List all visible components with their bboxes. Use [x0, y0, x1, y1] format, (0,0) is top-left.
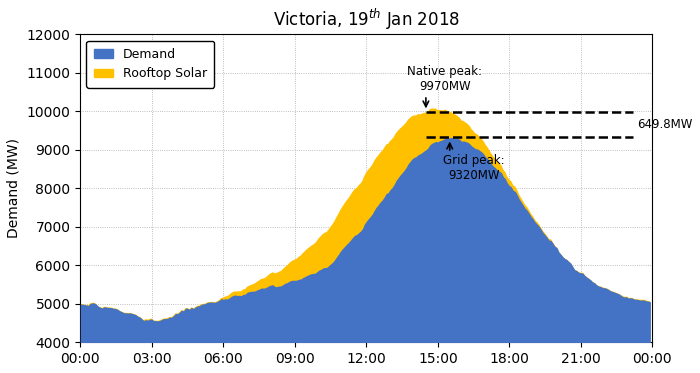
Legend: Demand, Rooftop Solar: Demand, Rooftop Solar [87, 41, 214, 88]
Text: 649.8MW: 649.8MW [637, 119, 692, 131]
Text: Grid peak:
9320MW: Grid peak: 9320MW [443, 154, 505, 182]
Title: Victoria, 19$^{th}$ Jan 2018: Victoria, 19$^{th}$ Jan 2018 [273, 7, 460, 32]
Y-axis label: Demand (MW): Demand (MW) [7, 138, 21, 238]
Text: Native peak:
9970MW: Native peak: 9970MW [407, 65, 482, 93]
